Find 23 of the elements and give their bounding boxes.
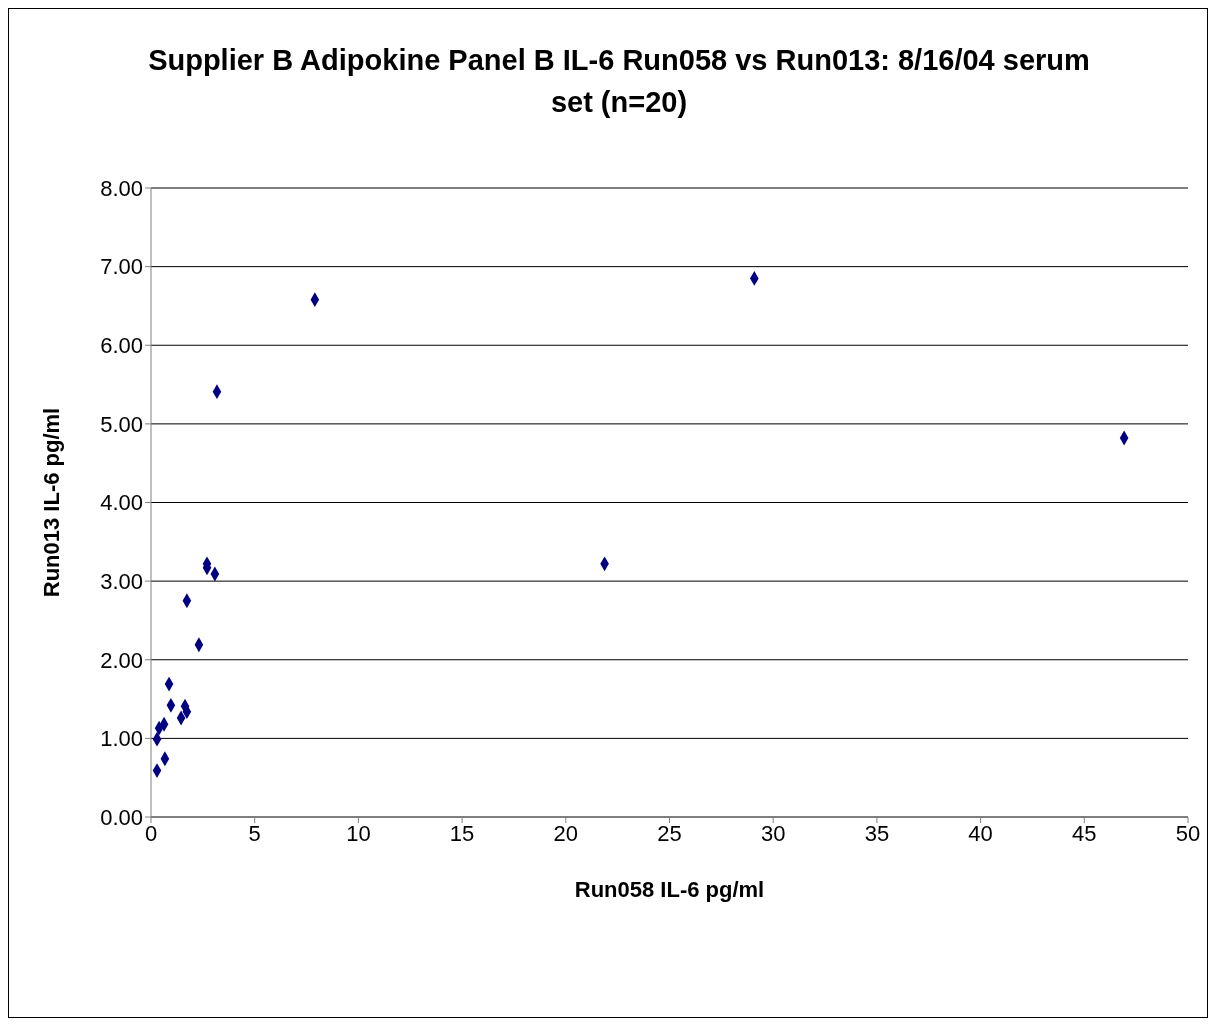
x-tick-label: 50 <box>1175 820 1201 846</box>
y-tick-label: 5.00 <box>100 411 143 437</box>
y-tick-label: 3.00 <box>100 568 143 594</box>
y-tick-label: 7.00 <box>100 254 143 280</box>
y-axis-title: Run013 IL-6 pg/ml <box>38 407 64 598</box>
x-tick-label: 45 <box>1072 820 1097 846</box>
x-tick-label: 0 <box>144 820 158 846</box>
x-tick-label: 10 <box>346 820 371 846</box>
x-tick-label: 15 <box>449 820 475 846</box>
y-tick-label: 2.00 <box>100 647 143 673</box>
y-tick-label: 8.00 <box>100 175 143 201</box>
x-tick-label: 35 <box>864 820 890 846</box>
y-tick-label: 1.00 <box>100 726 143 752</box>
x-tick-label: 25 <box>657 820 682 846</box>
chart-title: Supplier B Adipokine Panel B IL-6 Run058 vs Run013: 8/16/04 serum set (n=20) <box>147 43 1091 120</box>
x-tick-label: 5 <box>248 820 261 846</box>
y-tick-label: 4.00 <box>100 490 143 516</box>
x-tick-label: 20 <box>553 820 579 846</box>
x-axis-title: Run058 IL-6 pg/ml <box>574 877 765 902</box>
y-tick-label: 0.00 <box>100 804 143 830</box>
x-tick-label: 40 <box>968 820 993 846</box>
y-tick-label: 6.00 <box>100 333 143 359</box>
x-tick-label: 30 <box>760 820 786 846</box>
